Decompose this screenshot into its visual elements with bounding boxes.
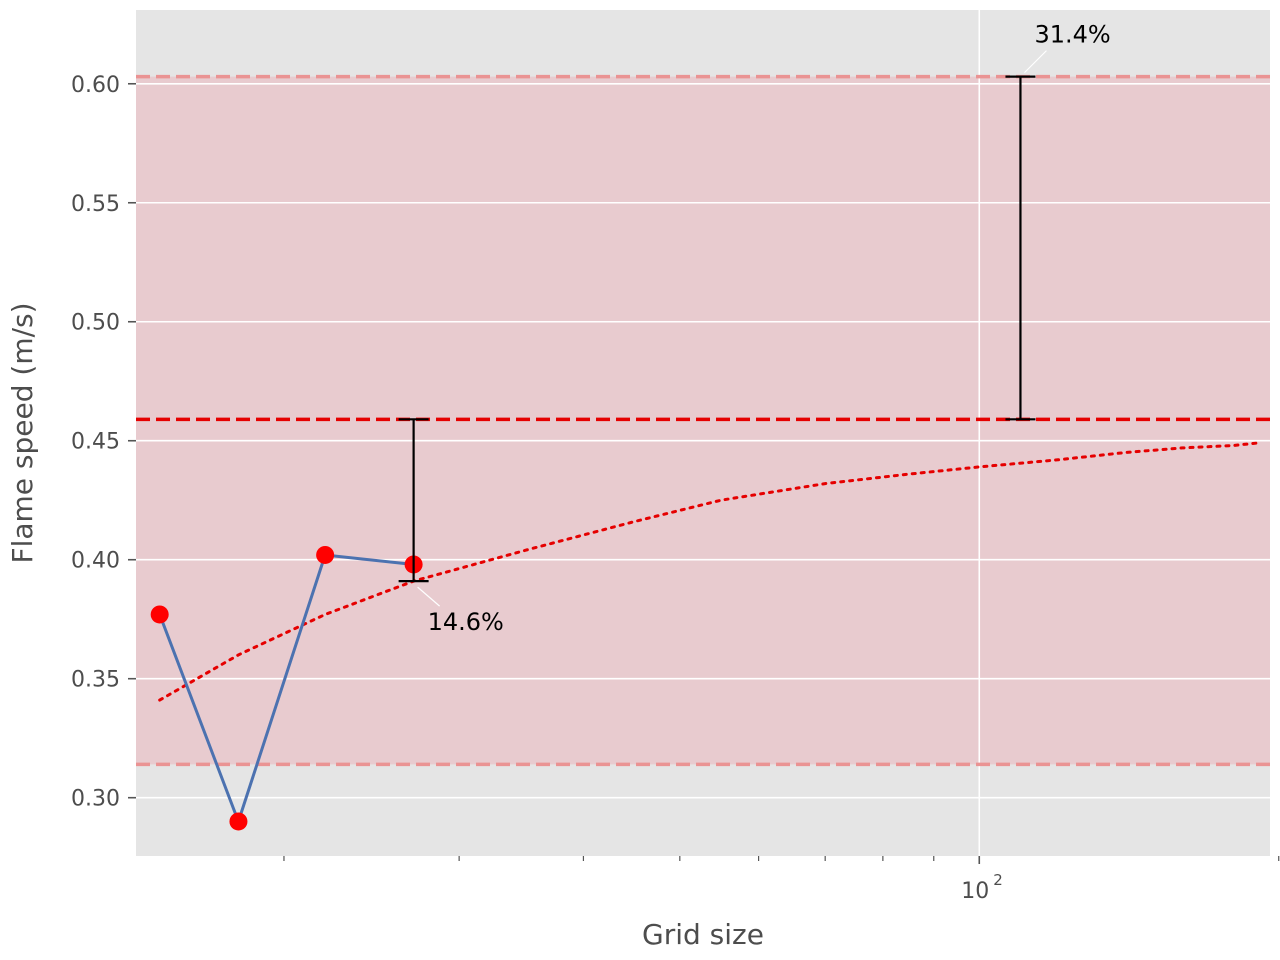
annotations-layer: 14.6% 31.4% [417,21,1111,636]
annotation-label: 31.4% [1034,21,1110,49]
grid-layer [136,10,1270,856]
ticks-layer: 0.30 0.35 0.40 0.45 0.50 0.55 0.60 10 2 [71,73,1280,904]
extrapolation-curve [158,441,1259,702]
data-series-layer [150,545,423,831]
annotation-arrow [1024,50,1047,74]
y-tick-label: 0.60 [71,73,120,98]
y-tick-label: 0.30 [71,787,120,812]
error-bars-layer [398,75,1036,583]
series-line [158,553,414,827]
x-tick-label-exponent: 2 [993,871,1003,889]
extrapolation-curve-layer [158,441,1259,702]
x-tick-label: 10 [961,879,989,904]
y-tick-label: 0.55 [71,192,120,217]
y-tick-label: 0.40 [71,549,120,574]
y-tick-label: 0.50 [71,311,120,336]
y-tick-label: 0.45 [71,430,120,455]
data-point [229,812,248,831]
x-axis-label: Grid size [642,918,764,951]
data-point [150,605,169,624]
annotation-arrow [417,586,441,607]
annotation-label: 14.6% [428,608,504,636]
y-axis-label: Flame speed (m/s) [6,302,39,563]
y-tick-label: 0.35 [71,668,120,693]
data-point [316,545,335,564]
reference-lines-layer [136,74,1270,767]
